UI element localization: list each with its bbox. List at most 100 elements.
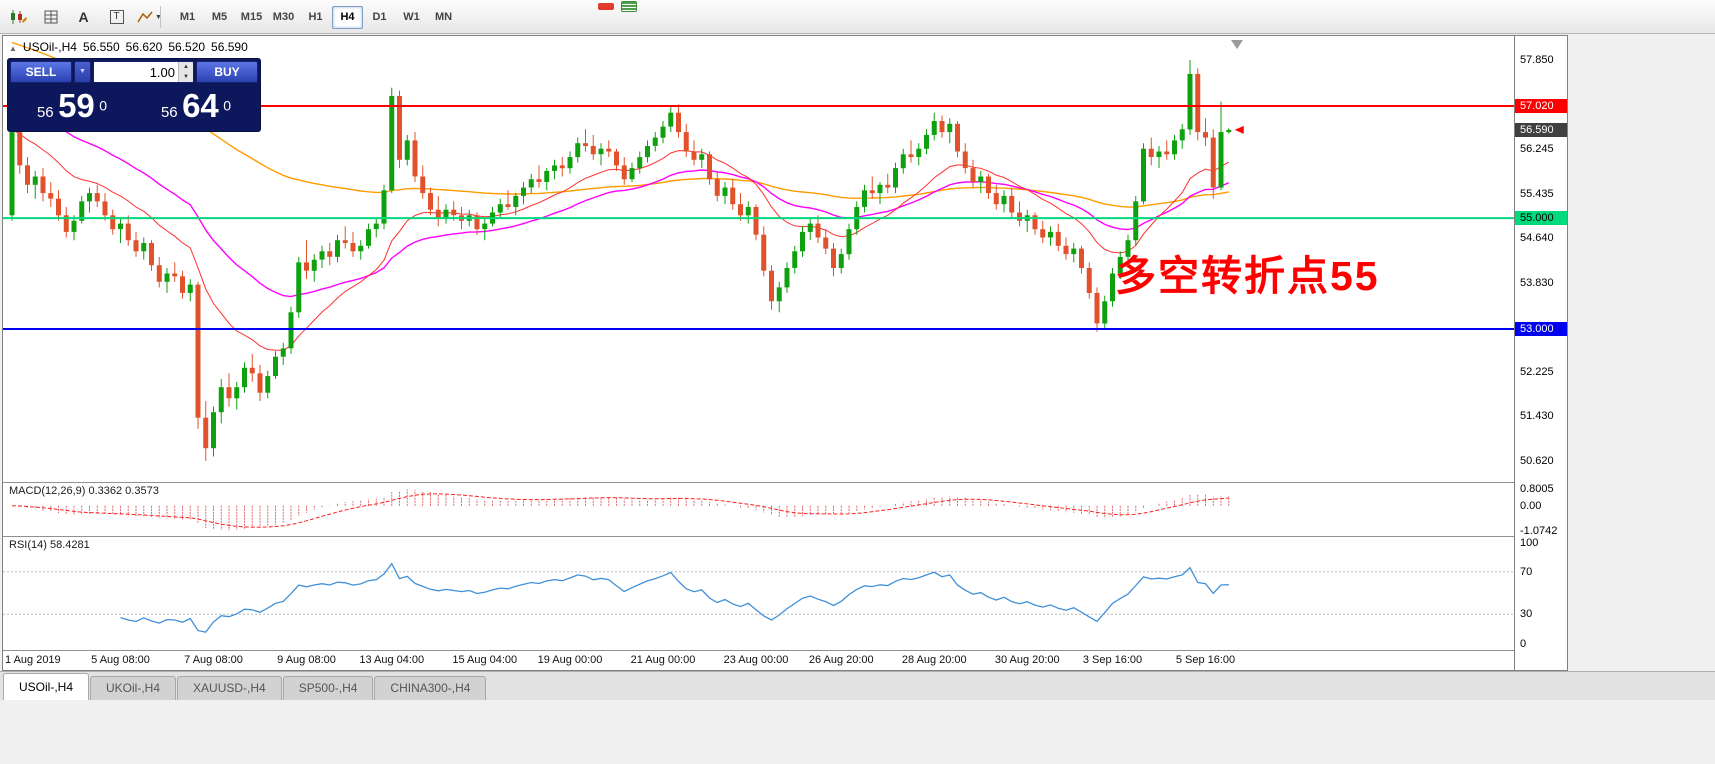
- candle: [536, 165, 542, 188]
- trade-options-dropdown[interactable]: ▼: [74, 61, 91, 83]
- rsi-name: RSI(14): [9, 539, 47, 551]
- candle: [800, 226, 805, 257]
- timeframe-bar: M1 M5 M15 M30 H1 H4 D1 W1 MN: [172, 0, 459, 34]
- candle: [1071, 243, 1077, 263]
- tab-ukoilh4[interactable]: UKOil-,H4: [90, 676, 177, 700]
- candle: [257, 365, 263, 402]
- volume-increase-button[interactable]: ▲: [178, 62, 193, 72]
- macd-axis-label: 0.00: [1520, 499, 1542, 512]
- timeframe-h4[interactable]: H4: [332, 5, 363, 29]
- candle: [172, 262, 178, 282]
- candle: [40, 168, 46, 202]
- timeframe-d1[interactable]: D1: [372, 10, 387, 23]
- candle: [141, 237, 147, 260]
- candle: [893, 162, 898, 194]
- tab-xauusdh4[interactable]: XAUUSD-,H4: [177, 676, 282, 700]
- price-tick: 51.430: [1520, 410, 1554, 423]
- chart-shift-marker[interactable]: [1231, 40, 1243, 49]
- time-label: 26 Aug 20:00: [808, 654, 874, 666]
- candle: [544, 168, 550, 191]
- candle: [807, 218, 813, 241]
- macd-signal-line: [11, 493, 1229, 528]
- candle: [947, 118, 953, 144]
- candle: [249, 353, 255, 382]
- timeframe-m30[interactable]: M30: [272, 10, 295, 23]
- candle: [1195, 68, 1201, 141]
- candle: [125, 215, 131, 246]
- candle: [924, 129, 929, 155]
- volume-stepper: ▲ ▼: [178, 62, 193, 82]
- ma-line-16[interactable]: [11, 129, 1229, 351]
- timeframe-h1[interactable]: H1: [308, 10, 323, 23]
- candle: [753, 204, 759, 241]
- timeframe-m1[interactable]: M1: [179, 10, 196, 23]
- candle: [955, 121, 960, 158]
- price-axis[interactable]: 57.850 56.245 55.435 54.640 53.830 52.225 51.4…: [1514, 36, 1567, 670]
- ohlc-open: 56.550: [82, 40, 120, 54]
- candle: [156, 256, 162, 288]
- candle: [218, 378, 224, 424]
- indicators-button[interactable]: [37, 4, 64, 30]
- timeframe-m15[interactable]: M15: [240, 10, 263, 23]
- time-label: 9 Aug 08:00: [277, 654, 336, 666]
- candle: [714, 170, 720, 202]
- price-arrow-marker[interactable]: [1234, 125, 1244, 134]
- macd-canvas[interactable]: [3, 482, 1514, 536]
- candle: [567, 151, 573, 174]
- candle: [404, 134, 410, 166]
- chevron-down-icon: ▼: [155, 13, 162, 21]
- volume-decrease-button[interactable]: ▼: [178, 72, 193, 82]
- candle: [862, 184, 867, 213]
- tab-sp500h4[interactable]: SP500-,H4: [282, 676, 374, 700]
- candle: [288, 306, 294, 354]
- buy-button[interactable]: BUY: [196, 61, 258, 83]
- rsi-axis-label: 30: [1520, 608, 1533, 621]
- time-label: 30 Aug 20:00: [994, 654, 1060, 666]
- rsi-axis-label: 0: [1520, 638, 1527, 650]
- panel-separator-macd[interactable]: [3, 482, 1567, 483]
- chart-type-button[interactable]: [4, 4, 31, 30]
- candle: [412, 132, 418, 182]
- chart-window[interactable]: ▲ USOil-,H4 56.550 56.620 56.520 56.590 SELL …: [2, 35, 1568, 671]
- text-tool-button[interactable]: A: [70, 4, 97, 30]
- toolbar: A T ▼ M1 M5 M15 M30 H1 H4 D1 W1 MN: [0, 0, 1715, 34]
- symbol-name: USOil-,H4: [22, 40, 77, 54]
- tab-usoilh4[interactable]: USOil-,H4: [3, 673, 90, 700]
- volume-input[interactable]: [94, 62, 178, 82]
- time-axis[interactable]: 1 Aug 2019 5 Aug 08:00 7 Aug 08:00 9 Aug 08…: [3, 650, 1514, 670]
- price-tick: 54.640: [1520, 232, 1554, 245]
- sell-button[interactable]: SELL: [10, 61, 72, 83]
- one-click-toggle-icon[interactable]: ▲: [9, 44, 17, 53]
- panel-separator-rsi[interactable]: [3, 536, 1567, 537]
- chart-annotation-text[interactable]: 多空转折点55: [1115, 253, 1380, 299]
- textbox-tool-button[interactable]: T: [103, 4, 130, 30]
- candle: [699, 148, 705, 169]
- price-line-badge: 55.000: [1515, 211, 1567, 226]
- candle: [311, 254, 317, 282]
- candle: [133, 231, 139, 257]
- candle: [71, 215, 77, 241]
- timeframe-w1[interactable]: W1: [403, 10, 420, 23]
- candle: [443, 204, 449, 224]
- candle: [164, 268, 170, 293]
- price-tick: 56.245: [1520, 143, 1554, 155]
- rsi-canvas[interactable]: [3, 536, 1514, 650]
- candle: [1156, 146, 1162, 169]
- volume-field: ▲ ▼: [93, 61, 194, 83]
- candle: [939, 115, 945, 138]
- candle: [296, 256, 302, 318]
- candle: [606, 140, 612, 158]
- tab-china300h4[interactable]: CHINA300-,H4: [374, 676, 487, 700]
- candle: [738, 193, 743, 221]
- candle: [645, 140, 650, 163]
- time-label: 19 Aug 00:00: [537, 654, 603, 666]
- timeframe-m5[interactable]: M5: [211, 10, 228, 23]
- price-line-badge: 53.000: [1515, 321, 1567, 336]
- candle: [986, 173, 991, 199]
- candle: [327, 243, 333, 266]
- candle: [745, 201, 751, 224]
- candle: [350, 231, 356, 257]
- line-tools-button[interactable]: ▼: [136, 4, 163, 30]
- candle: [831, 243, 836, 277]
- timeframe-mn[interactable]: MN: [434, 10, 453, 23]
